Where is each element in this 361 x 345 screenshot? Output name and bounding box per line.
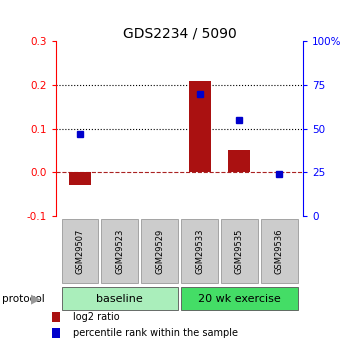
Text: protocol: protocol: [2, 294, 44, 304]
Text: 20 wk exercise: 20 wk exercise: [198, 294, 281, 304]
Bar: [69, 172, 91, 185]
Text: log2 ratio: log2 ratio: [73, 312, 120, 322]
Text: GSM29533: GSM29533: [195, 228, 204, 274]
Text: GSM29523: GSM29523: [115, 228, 124, 274]
Text: ▶: ▶: [31, 292, 40, 305]
Text: percentile rank within the sample: percentile rank within the sample: [73, 328, 239, 338]
Text: GSM29529: GSM29529: [155, 228, 164, 274]
Bar: [261, 219, 298, 283]
Text: GSM29536: GSM29536: [275, 228, 284, 274]
Bar: [188, 81, 210, 172]
Bar: [181, 287, 298, 310]
Text: GSM29535: GSM29535: [235, 228, 244, 274]
Bar: [221, 219, 258, 283]
Bar: [52, 312, 61, 322]
Text: baseline: baseline: [96, 294, 143, 304]
Bar: [229, 150, 251, 172]
Bar: [52, 328, 61, 338]
Bar: [61, 287, 178, 310]
Title: GDS2234 / 5090: GDS2234 / 5090: [123, 26, 236, 40]
Bar: [101, 219, 138, 283]
Bar: [141, 219, 178, 283]
Bar: [181, 219, 218, 283]
Bar: [61, 219, 98, 283]
Text: GSM29507: GSM29507: [75, 228, 84, 274]
